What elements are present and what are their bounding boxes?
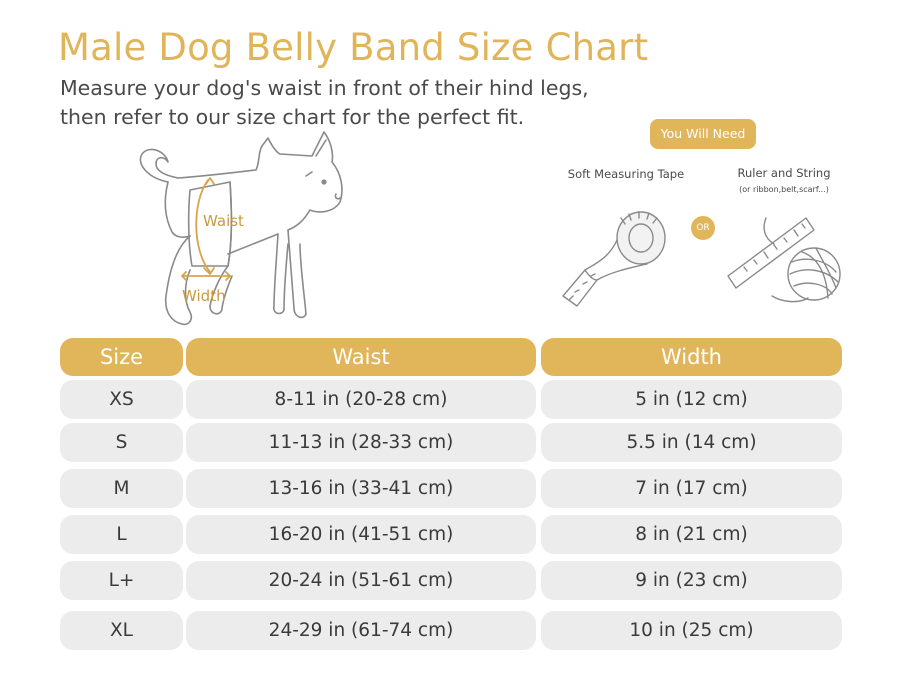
table-row-width: 9 in (23 cm) bbox=[541, 561, 842, 600]
table-row-waist: 24-29 in (61-74 cm) bbox=[186, 611, 536, 650]
table-row-width: 5 in (12 cm) bbox=[541, 380, 842, 419]
table-row-size: XL bbox=[60, 611, 183, 650]
width-label: Width bbox=[182, 287, 226, 305]
waist-label: Waist bbox=[203, 212, 244, 230]
header-waist: Waist bbox=[186, 338, 536, 376]
measuring-tape-icon bbox=[562, 211, 666, 307]
table-row-size: L+ bbox=[60, 561, 183, 600]
ruler-yarn-icon bbox=[727, 217, 841, 303]
measuring-tape-label: Soft Measuring Tape bbox=[567, 167, 685, 181]
table-row-waist: 13-16 in (33-41 cm) bbox=[186, 469, 536, 508]
table-row-waist: 20-24 in (51-61 cm) bbox=[186, 561, 536, 600]
table-row-size: M bbox=[60, 469, 183, 508]
table-row-size: S bbox=[60, 423, 183, 462]
ruler-note: (or ribbon,belt,scarf...) bbox=[739, 185, 829, 194]
header-size: Size bbox=[60, 338, 183, 376]
subtitle-line: then refer to our size chart for the per… bbox=[60, 105, 525, 129]
table-row-width: 7 in (17 cm) bbox=[541, 469, 842, 508]
dog-illustration bbox=[139, 131, 343, 326]
header-width: Width bbox=[541, 338, 842, 376]
table-row-width: 10 in (25 cm) bbox=[541, 611, 842, 650]
table-row-width: 5.5 in (14 cm) bbox=[541, 423, 842, 462]
table-row-waist: 11-13 in (28-33 cm) bbox=[186, 423, 536, 462]
page-title: Male Dog Belly Band Size Chart bbox=[58, 26, 649, 69]
table-row-width: 8 in (21 cm) bbox=[541, 515, 842, 554]
table-row-size: L bbox=[60, 515, 183, 554]
table-row-waist: 16-20 in (41-51 cm) bbox=[186, 515, 536, 554]
table-row-waist: 8-11 in (20-28 cm) bbox=[186, 380, 536, 419]
page-subtitle: Measure your dog's waist in front of the… bbox=[60, 74, 620, 132]
you-will-need-badge: You Will Need bbox=[650, 119, 756, 149]
or-badge: OR bbox=[691, 216, 715, 240]
table-row-size: XS bbox=[60, 380, 183, 419]
subtitle-line: Measure your dog's waist in front of the… bbox=[60, 76, 589, 100]
ruler-string-label: Ruler and String bbox=[737, 166, 831, 180]
